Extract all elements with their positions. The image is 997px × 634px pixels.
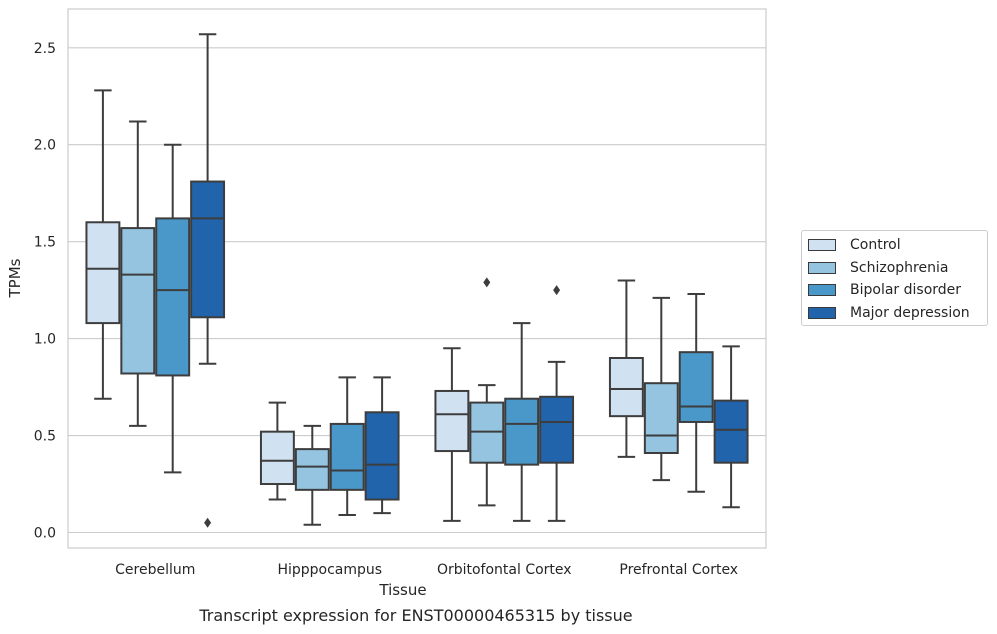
box-iqr: [190, 180, 226, 319]
x-tick-label: Orbitofontal Cortex: [437, 562, 572, 578]
box-iqr: [259, 430, 295, 486]
legend-label: Major depression: [850, 304, 970, 321]
box-iqr: [364, 411, 400, 501]
legend-swatch: [808, 284, 836, 296]
box-iqr: [329, 422, 365, 491]
box-iqr: [294, 448, 330, 491]
box-bipolar-disorder: [504, 322, 540, 522]
box-iqr: [85, 221, 121, 325]
box-bipolar-disorder: [678, 293, 714, 493]
box-iqr: [120, 227, 156, 375]
box-major-depression: [713, 345, 749, 509]
box-iqr: [713, 399, 749, 464]
legend-item: Major depression: [808, 303, 970, 323]
legend-item: Schizophrenia: [808, 258, 948, 278]
box-series: [85, 33, 749, 528]
box-control: [608, 279, 644, 458]
x-tick-label: Hipppocampus: [277, 562, 382, 578]
legend-item: Bipolar disorder: [808, 280, 961, 300]
x-axis-title: Tissue: [378, 581, 426, 599]
y-tick-label: 0.0: [34, 525, 56, 541]
box-iqr: [434, 389, 470, 453]
box-iqr: [678, 351, 714, 423]
box-schizophrenia: [643, 296, 679, 482]
y-axis-ticks: 0.0 0.5 1.0 1.5 2.0 2.5: [34, 41, 56, 542]
y-tick-label: 1.0: [34, 332, 56, 348]
y-tick-label: 1.5: [34, 235, 56, 251]
box-iqr: [504, 397, 540, 466]
y-tick-label: 2.0: [34, 138, 56, 154]
outlier-marker: [204, 517, 212, 528]
y-axis-title: TPMs: [6, 258, 24, 298]
box-major-depression: [190, 33, 226, 528]
box-major-depression: [539, 285, 575, 522]
chart-title: Transcript expression for ENST0000046531…: [199, 606, 633, 625]
legend-swatch: [808, 261, 836, 274]
box-control: [259, 401, 295, 501]
box-iqr: [643, 382, 679, 454]
legend-swatch: [808, 306, 836, 319]
box-schizophrenia: [120, 120, 156, 427]
x-axis-ticks: Cerebellum Hipppocampus Orbitofontal Corte…: [115, 562, 738, 578]
box-iqr: [608, 356, 644, 418]
x-tick-label: Cerebellum: [115, 562, 195, 578]
legend: Control Schizophrenia Bipolar disorder Majo…: [801, 230, 988, 326]
box-control: [85, 89, 121, 400]
legend-label: Schizophrenia: [850, 259, 949, 276]
box-iqr: [539, 395, 575, 464]
box-schizophrenia: [469, 277, 505, 507]
legend-label: Bipolar disorder: [850, 282, 962, 298]
y-tick-label: 2.5: [34, 41, 56, 57]
box-control: [434, 347, 470, 522]
box-bipolar-disorder: [155, 143, 191, 474]
box-iqr: [155, 217, 191, 377]
x-tick-label: Prefrontal Cortex: [619, 562, 738, 578]
legend-item: Control: [808, 235, 901, 255]
outlier-marker: [553, 285, 561, 296]
outlier-marker: [483, 277, 491, 288]
legend-label: Control: [850, 237, 901, 253]
box-major-depression: [364, 376, 400, 515]
box-bipolar-disorder: [329, 376, 365, 517]
box-schizophrenia: [294, 424, 330, 526]
legend-swatch: [808, 239, 836, 251]
y-tick-label: 0.5: [34, 429, 56, 445]
